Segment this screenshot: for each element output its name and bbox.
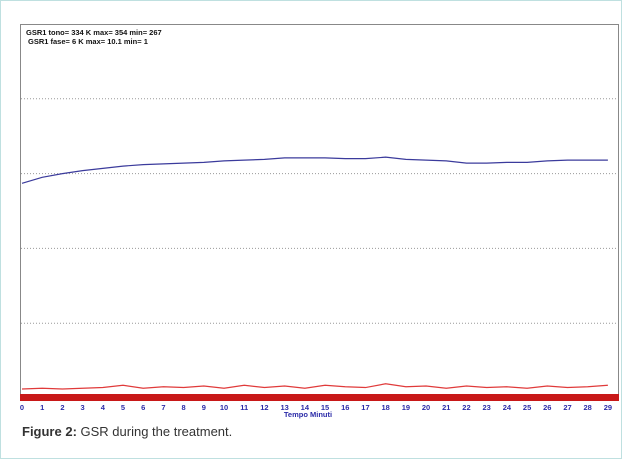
x-tick-label: 2 <box>60 403 64 412</box>
x-tick-label: 4 <box>101 403 106 412</box>
data-line <box>21 156 608 184</box>
x-tick-label: 7 <box>161 403 165 412</box>
x-tick-label: 3 <box>81 403 85 412</box>
x-tick-label: 16 <box>341 403 349 412</box>
plot-area <box>20 24 619 399</box>
x-tick-label: 20 <box>422 403 430 412</box>
x-tick-label: 17 <box>361 403 369 412</box>
annotation: GSR1 tono= 334 K max= 354 min= 267 <box>26 28 162 37</box>
x-tick-label: 14 <box>301 403 310 412</box>
caption-text: GSR during the treatment. <box>77 424 232 439</box>
data-line <box>21 383 608 390</box>
x-tick-label: 27 <box>563 403 571 412</box>
x-tick-label: 22 <box>462 403 470 412</box>
x-tick-label: 11 <box>240 403 248 412</box>
x-axis-label: Tempo Minuti <box>284 410 332 419</box>
x-tick-label: 18 <box>381 403 389 412</box>
annotation: GSR1 fase= 6 K max= 10.1 min= 1 <box>28 37 148 46</box>
x-tick-label: 1 <box>40 403 44 412</box>
x-tick-label: 29 <box>604 403 612 412</box>
caption-label: Figure 2: <box>22 424 77 439</box>
x-tick-label: 0 <box>20 403 24 412</box>
caption: Figure 2: GSR during the treatment. <box>22 424 232 439</box>
x-tick-label: 23 <box>483 403 491 412</box>
x-tick-label: 8 <box>182 403 186 412</box>
x-tick-label: 10 <box>220 403 228 412</box>
x-tick-label: 12 <box>260 403 268 412</box>
x-tick-label: 15 <box>321 403 329 412</box>
x-tick-label: 5 <box>121 403 125 412</box>
x-tick-label: 28 <box>584 403 592 412</box>
x-tick-label: 21 <box>442 403 450 412</box>
baseline-bar <box>20 394 619 401</box>
x-tick-label: 26 <box>543 403 551 412</box>
x-tick-label: 13 <box>280 403 288 412</box>
x-tick-label: 24 <box>503 403 512 412</box>
x-tick-label: 9 <box>202 403 206 412</box>
x-tick-label: 19 <box>402 403 410 412</box>
x-tick-label: 25 <box>523 403 531 412</box>
x-tick-label: 6 <box>141 403 145 412</box>
